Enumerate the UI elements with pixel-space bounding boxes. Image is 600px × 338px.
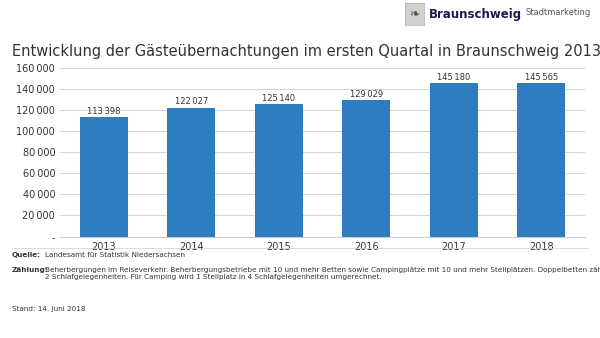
Text: 113 398: 113 398	[87, 106, 121, 116]
Bar	[430, 83, 478, 237]
Text: 129 029: 129 029	[350, 90, 383, 99]
Bar	[517, 83, 565, 237]
Text: Stand: 14. Juni 2018: Stand: 14. Juni 2018	[12, 306, 86, 312]
Text: 125 140: 125 140	[262, 94, 295, 103]
Bar	[254, 104, 303, 237]
Text: 145 565: 145 565	[524, 73, 558, 81]
Bar	[80, 117, 128, 237]
Bar	[167, 108, 215, 237]
Text: Braunschweig: Braunschweig	[429, 8, 522, 21]
Text: Landesamt für Statistik Niedersachsen: Landesamt für Statistik Niedersachsen	[45, 252, 185, 258]
Text: 145 180: 145 180	[437, 73, 470, 82]
Text: Entwicklung der Gästeübernachtungen im ersten Quartal in Braunschweig 2013–2018: Entwicklung der Gästeübernachtungen im e…	[12, 44, 600, 59]
Text: Stadtmarketing: Stadtmarketing	[525, 8, 590, 18]
Text: ❧: ❧	[409, 8, 420, 21]
Text: Quelle:: Quelle:	[12, 252, 41, 258]
Text: Zählung:: Zählung:	[12, 267, 49, 273]
Text: 122 027: 122 027	[175, 97, 208, 106]
Bar	[342, 100, 391, 237]
Text: Beherbergungen im Reiseverkehr. Beherbergungsbetriebe mit 10 und mehr Betten sow: Beherbergungen im Reiseverkehr. Beherber…	[45, 267, 600, 280]
